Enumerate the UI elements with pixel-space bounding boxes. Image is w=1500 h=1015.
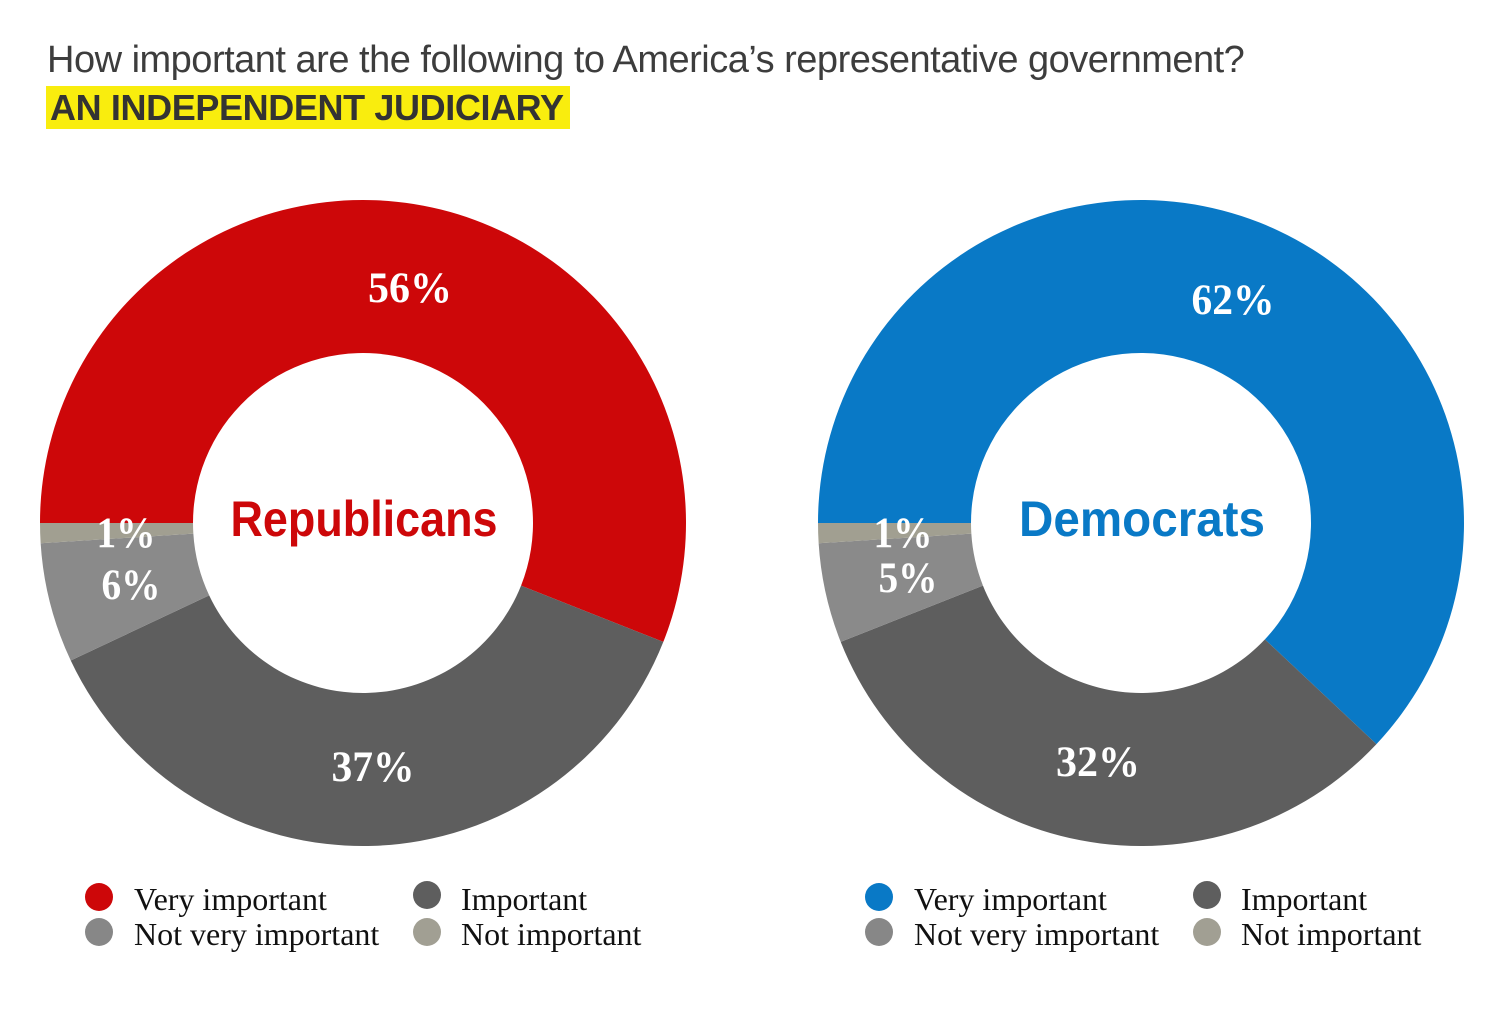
svg-text:1%: 1% — [874, 510, 933, 557]
svg-text:Not important: Not important — [461, 916, 642, 952]
svg-text:5%: 5% — [879, 555, 938, 602]
svg-text:Democrats: Democrats — [1019, 491, 1265, 547]
svg-text:Not very important: Not very important — [134, 916, 379, 952]
svg-text:Not important: Not important — [1241, 916, 1422, 952]
svg-text:32%: 32% — [1056, 739, 1140, 786]
svg-text:Not very important: Not very important — [914, 916, 1159, 952]
svg-text:1%: 1% — [97, 510, 156, 557]
svg-text:56%: 56% — [368, 265, 452, 312]
svg-text:Very important: Very important — [134, 881, 327, 917]
svg-text:How important are the followin: How important are the following to Ameri… — [47, 39, 1244, 81]
svg-text:AN INDEPENDENT JUDICIARY: AN INDEPENDENT JUDICIARY — [50, 87, 564, 128]
svg-text:6%: 6% — [102, 562, 161, 609]
svg-text:37%: 37% — [332, 744, 415, 791]
svg-text:Important: Important — [1241, 881, 1367, 917]
svg-text:Important: Important — [461, 881, 587, 917]
svg-text:62%: 62% — [1192, 277, 1275, 324]
svg-text:Very important: Very important — [914, 881, 1107, 917]
svg-text:Republicans: Republicans — [231, 491, 498, 547]
